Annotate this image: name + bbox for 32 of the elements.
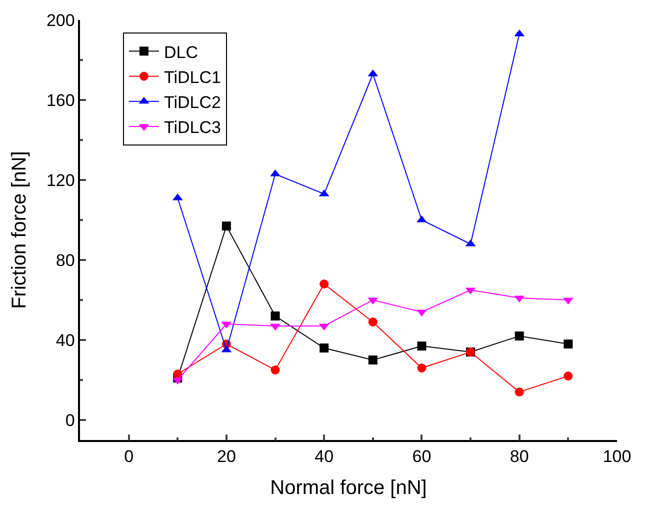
- point: [564, 372, 573, 380]
- point: [514, 332, 524, 340]
- x-axis-title: Normal force [nN]: [270, 477, 427, 500]
- x-tick-label: 40: [314, 447, 334, 466]
- point: [368, 356, 378, 364]
- legend-label: TiDLC2: [164, 92, 221, 112]
- x-tick-label: 60: [412, 447, 432, 466]
- y-tick-label: 200: [46, 10, 75, 30]
- y-tick-label: 120: [46, 170, 75, 190]
- point: [320, 344, 329, 352]
- point: [368, 318, 378, 326]
- point: [270, 366, 280, 374]
- y-axis-title: Friction force [nN]: [8, 151, 30, 309]
- x-tick-label: 100: [602, 447, 632, 466]
- point: [320, 280, 329, 288]
- y-tick-label: 160: [46, 90, 75, 110]
- y-tick-label: 40: [56, 330, 75, 350]
- point: [270, 312, 280, 320]
- point: [173, 370, 182, 378]
- point: [417, 364, 426, 372]
- point: [564, 340, 573, 348]
- legend-label: TiDLC3: [164, 118, 221, 138]
- point: [514, 388, 524, 396]
- legend-label: DLC: [164, 42, 198, 62]
- x-tick-label: 20: [216, 447, 236, 466]
- point: [417, 342, 426, 350]
- x-tick-label: 80: [510, 447, 529, 466]
- legend-label: TiDLC1: [164, 68, 221, 87]
- y-tick-label: 80: [56, 250, 75, 270]
- point: [222, 222, 231, 230]
- y-tick-label: 0: [65, 410, 75, 430]
- x-tick-label: 0: [124, 447, 134, 466]
